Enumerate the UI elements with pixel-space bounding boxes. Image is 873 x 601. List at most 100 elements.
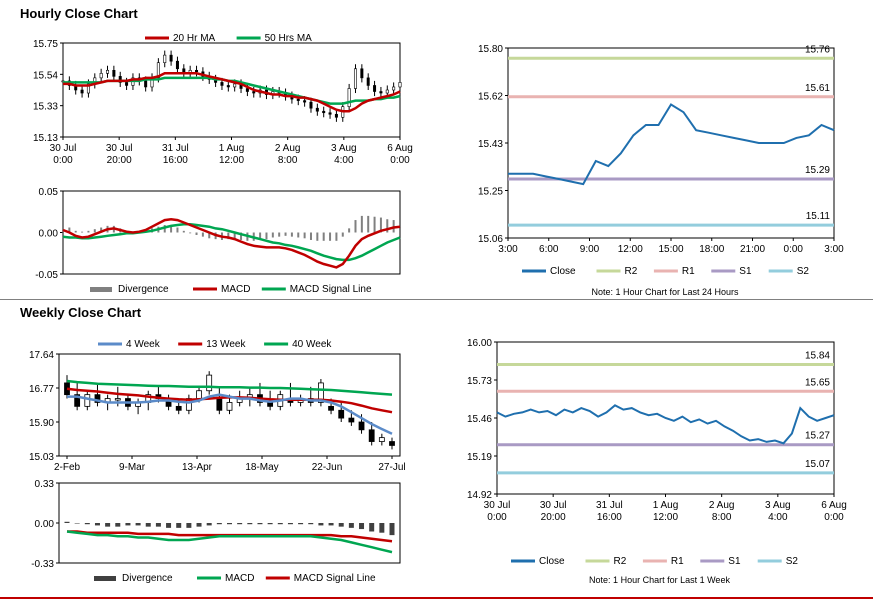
hourly-levels-s1-label: 15.29 xyxy=(805,165,830,176)
weekly-macd-legend-label: MACD xyxy=(225,573,254,584)
hourly-divergence-bar xyxy=(233,232,236,240)
hourly-candle-body xyxy=(169,54,173,62)
hourly-divergence-bar xyxy=(68,227,71,233)
weekly-divergence-bar xyxy=(379,523,385,533)
weekly-divergence-bar xyxy=(247,523,253,525)
hourly-price-xtick-label: 30 Jul xyxy=(50,143,77,154)
weekly-macd-line xyxy=(66,530,393,554)
weekly-candle-body xyxy=(267,402,274,407)
weekly-divergence-bar xyxy=(135,523,141,526)
hourly-candle-body xyxy=(106,69,110,74)
weekly-levels-xtick-label: 16:00 xyxy=(597,512,622,523)
hourly-levels-xtick-label: 18:00 xyxy=(699,244,724,255)
weekly-candle-body xyxy=(358,421,365,431)
hourly-divergence-bar xyxy=(265,232,268,240)
weekly-levels-xtick-label: 31 Jul xyxy=(596,500,623,511)
hourly-candle-body xyxy=(296,98,300,101)
hourly-divergence-bar xyxy=(259,232,262,240)
weekly-price-chart: 17.64 16.77 15.90 15.032-Feb 9-Mar 13-Apr 18-M… xyxy=(29,339,406,473)
hourly-macd-line xyxy=(62,217,401,269)
hourly-divergence-bar xyxy=(100,227,103,233)
weekly-price-xtick-label: 2-Feb xyxy=(54,462,81,473)
weekly-levels-close-line xyxy=(496,404,835,445)
hourly-divergence-bar xyxy=(278,232,281,237)
hourly-divergence-bar xyxy=(227,232,230,240)
hourly-candle-body xyxy=(80,89,84,94)
hourly-levels-ytick-label: 15.62 xyxy=(478,92,503,103)
weekly-price-xtick-label: 9-Mar xyxy=(119,462,146,473)
weekly-price-xtick-label: 27-Jul xyxy=(378,462,405,473)
hourly-divergence-bar xyxy=(182,230,185,233)
hourly-levels-legend-label: R1 xyxy=(682,266,695,277)
hourly-divergence-bar xyxy=(373,216,376,233)
hourly-candle-body xyxy=(226,85,230,88)
hourly-candle-body xyxy=(252,91,256,94)
hourly-candle-body xyxy=(195,69,199,73)
hourly-divergence-bar xyxy=(81,231,84,233)
weekly-price-plot-area xyxy=(58,353,401,457)
weekly-candle-body xyxy=(338,409,345,419)
weekly-divergence-bar xyxy=(227,523,232,525)
weekly-levels-ytick-label: 14.92 xyxy=(467,490,492,501)
hourly-divergence-bar xyxy=(189,232,192,234)
weekly-divergence-bar xyxy=(186,523,192,528)
hourly-levels-ytick-label: 15.80 xyxy=(478,44,503,55)
hourly-candle-body xyxy=(303,100,307,103)
hourly-chart-title: Hourly Close Chart xyxy=(20,6,138,21)
weekly-candle-body xyxy=(216,398,223,411)
hourly-levels-r2-label: 15.76 xyxy=(805,44,830,55)
weekly-divergence-bar xyxy=(308,523,314,525)
weekly-levels-ytick-label: 15.19 xyxy=(467,452,492,463)
weekly-divergence-bar xyxy=(145,523,151,527)
hourly-macd-ytick-label: -0.05 xyxy=(35,270,58,281)
hourly-candle-body xyxy=(125,82,129,86)
weekly-candle-body xyxy=(378,437,385,442)
weekly-macd-ytick-label: 0.33 xyxy=(35,479,55,490)
weekly-divergence-bar xyxy=(125,523,131,526)
hourly-signal-line xyxy=(62,222,401,262)
weekly-macd-ytick-label: 0.00 xyxy=(35,519,55,530)
weekly-candle-body xyxy=(368,429,375,442)
hourly-levels-xtick-label: 0:00 xyxy=(784,244,804,255)
hourly-divergence-bar xyxy=(284,232,287,236)
hourly-divergence-bar xyxy=(62,225,64,233)
hourly-divergence-bar xyxy=(87,230,90,233)
weekly-levels-legend-label: S1 xyxy=(728,556,741,567)
hourly-divergence-bar xyxy=(367,215,370,233)
weekly-divergence-bar xyxy=(105,523,111,527)
weekly-divergence-bar xyxy=(176,523,182,528)
weekly-levels-xtick-label: 8:00 xyxy=(712,512,732,523)
weekly-candle-body xyxy=(318,382,324,403)
hourly-price-legend-label: 50 Hrs MA xyxy=(265,33,313,44)
weekly-levels-xtick-label: 3 Aug xyxy=(765,500,791,511)
weekly-levels-ytick-label: 16.00 xyxy=(467,338,492,349)
hourly-candle-body xyxy=(360,68,364,79)
hourly-candle-body xyxy=(322,110,326,114)
hourly-price-ytick-label: 15.54 xyxy=(33,70,58,81)
hourly-divergence-bar xyxy=(290,232,293,237)
weekly-levels-r2-label: 15.84 xyxy=(805,351,830,362)
weekly-levels-xtick-label: 2 Aug xyxy=(709,500,735,511)
hourly-price-xtick-label: 2 Aug xyxy=(275,143,301,154)
weekly-levels-s1-label: 15.27 xyxy=(805,431,830,442)
hourly-price-xtick-label: 0:00 xyxy=(390,155,410,166)
hourly-candle-body xyxy=(315,107,319,112)
weekly-levels-legend-label: Close xyxy=(539,556,565,567)
weekly-price-legend-label: 40 Week xyxy=(292,339,332,350)
weekly-divergence-bar xyxy=(298,523,304,525)
weekly-divergence-bar xyxy=(338,523,344,527)
hourly-price-xtick-label: 8:00 xyxy=(278,155,298,166)
weekly-levels-xtick-label: 30 Jul xyxy=(540,500,567,511)
hourly-levels-xtick-label: 21:00 xyxy=(740,244,765,255)
hourly-candle-body xyxy=(144,80,148,88)
weekly-price-legend-label: 13 Week xyxy=(206,339,246,350)
weekly-price-ytick-label: 17.64 xyxy=(29,350,54,361)
weekly-candle-body xyxy=(175,405,182,411)
hourly-price-ytick-label: 15.75 xyxy=(33,39,58,50)
hourly-candle-body xyxy=(112,69,116,77)
hourly-divergence-bar xyxy=(170,225,173,233)
hourly-candle-body xyxy=(99,73,103,79)
weekly-candle-body xyxy=(389,441,395,446)
